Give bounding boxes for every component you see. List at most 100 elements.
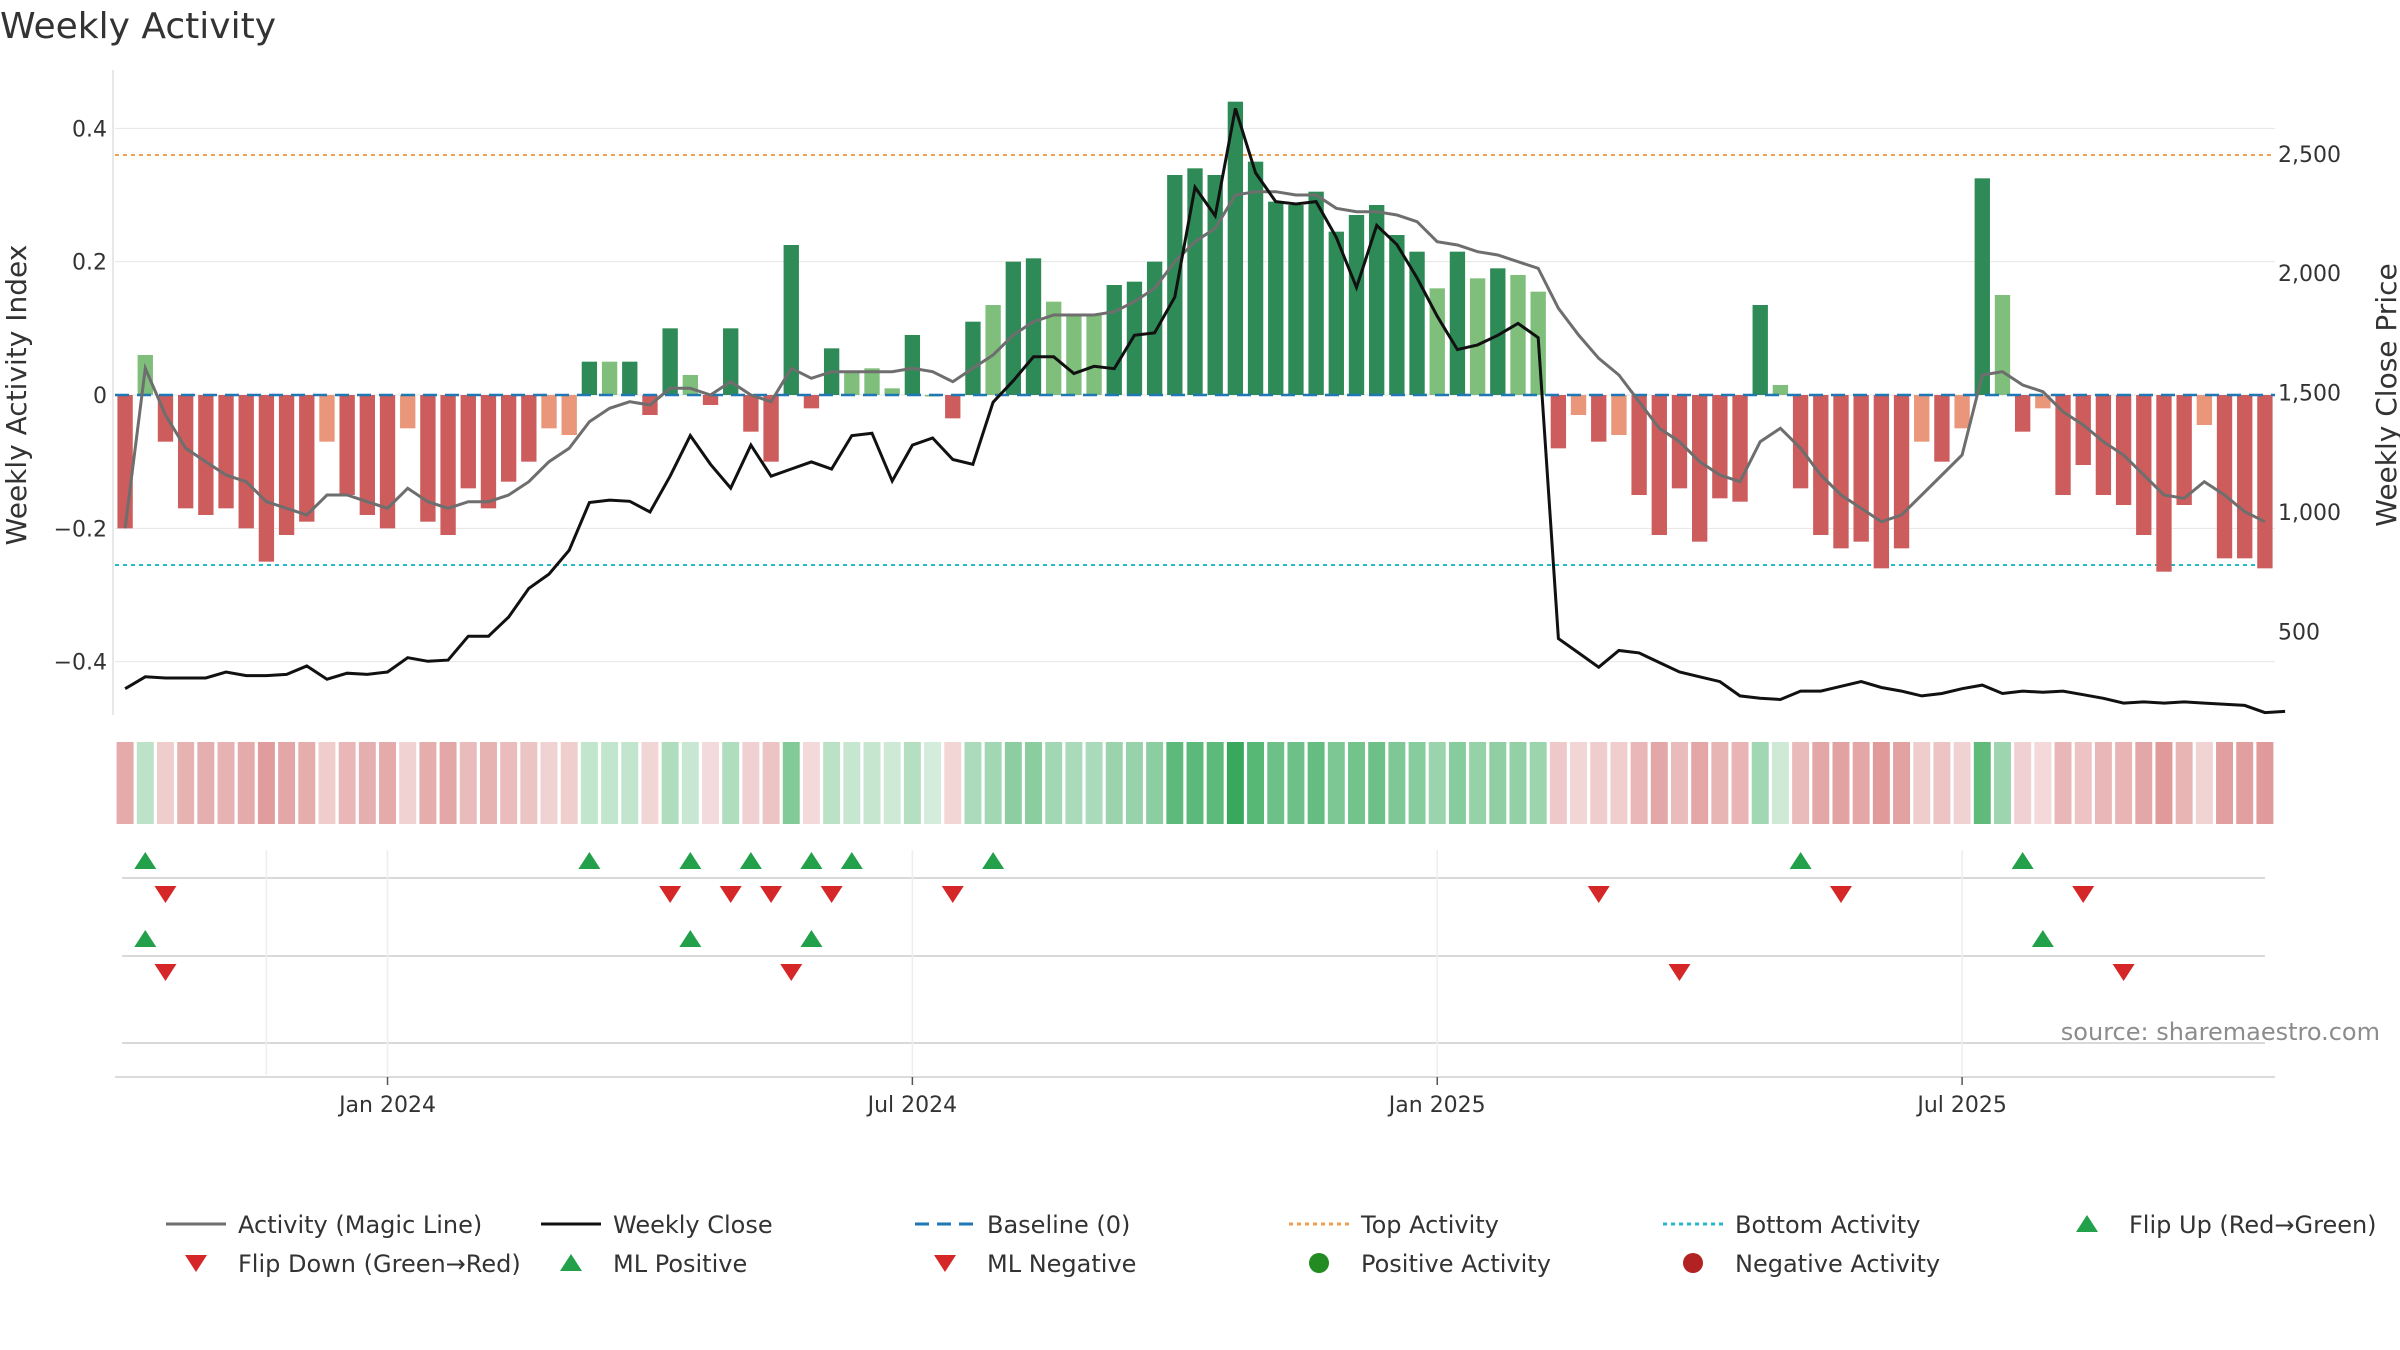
legend-label: Negative Activity — [1735, 1250, 1940, 1278]
activity-bar — [460, 395, 476, 489]
heat-cell — [2175, 742, 2193, 824]
flip-up-marker — [1789, 852, 1812, 869]
activity-bar — [1490, 268, 1506, 395]
activity-bar — [702, 395, 719, 405]
heat-cell — [419, 742, 437, 824]
heat-cell — [762, 742, 780, 824]
activity-bar — [521, 395, 537, 462]
heat-cell — [2195, 742, 2213, 824]
activity-bar — [2156, 395, 2172, 572]
flip-up-marker — [679, 852, 702, 869]
heat-cell — [1287, 742, 1305, 824]
x-tick-label: Jul 2025 — [1915, 1093, 2007, 1118]
activity-bar — [682, 375, 698, 395]
heat-cell — [1570, 742, 1588, 824]
heat-cell — [1711, 742, 1729, 824]
heat-cell — [399, 742, 417, 824]
ml-negative-marker — [2112, 964, 2135, 981]
activity-bar — [1449, 251, 1466, 395]
activity-bar — [743, 395, 759, 432]
activity-bar — [2237, 395, 2253, 559]
heat-cell — [1307, 742, 1325, 824]
activity-bar — [2055, 395, 2071, 495]
flip-down-marker — [1829, 886, 1852, 903]
activity-bar — [1268, 201, 1284, 395]
activity-bar — [1106, 285, 1122, 395]
activity-bar — [1005, 261, 1021, 395]
x-tick-label: Jul 2024 — [866, 1093, 958, 1118]
legend-label: Baseline (0) — [987, 1211, 1130, 1239]
legend-item: Activity (Magic Line) — [166, 1211, 482, 1239]
activity-bar — [359, 395, 376, 515]
activity-bar — [1550, 395, 1567, 449]
activity-bar — [1631, 395, 1647, 495]
activity-bar — [339, 395, 355, 495]
activity-bar — [1510, 275, 1526, 395]
chart-title: Weekly Activity — [0, 6, 276, 47]
activity-bar — [1853, 395, 1869, 542]
heat-cell — [1953, 742, 1971, 824]
flip-up-marker — [578, 852, 601, 869]
legend-label: ML Negative — [987, 1250, 1136, 1278]
flip-down-marker — [154, 886, 177, 903]
heat-cell — [702, 742, 719, 824]
heat-cell — [1731, 742, 1749, 824]
flip-up-marker — [982, 852, 1005, 869]
activity-bar — [1187, 168, 1203, 395]
activity-bar — [1227, 101, 1244, 396]
activity-bar — [965, 321, 981, 395]
heat-cell — [1327, 742, 1345, 824]
heat-cell — [1549, 742, 1567, 824]
heat-cell — [1993, 742, 2011, 824]
heat-cell — [1206, 742, 1224, 824]
heat-cell — [1408, 742, 1426, 824]
flip-down-marker — [1587, 886, 1610, 903]
flip-down-marker — [941, 886, 964, 903]
heat-cell — [257, 742, 275, 824]
heat-cell — [459, 742, 477, 824]
activity-bar — [1692, 395, 1708, 542]
activity-bar — [440, 395, 456, 535]
x-tick-label: Jan 2025 — [1387, 1093, 1486, 1118]
activity-bar — [541, 395, 557, 429]
heat-cell — [1872, 742, 1890, 824]
flip-up-marker — [840, 852, 863, 869]
heat-cell — [1448, 742, 1466, 824]
heat-cell — [2014, 742, 2032, 824]
heat-cell — [863, 742, 881, 824]
legend-dot-swatch — [1683, 1253, 1703, 1273]
activity-bar — [601, 361, 618, 395]
activity-bar — [1429, 288, 1445, 395]
legend-label: Flip Up (Red→Green) — [2129, 1211, 2377, 1239]
ml-negative-marker — [780, 964, 803, 981]
heat-cell — [1267, 742, 1285, 824]
heat-cell — [2155, 742, 2173, 824]
activity-bar — [117, 395, 133, 529]
y2-tick-label: 500 — [2278, 620, 2320, 645]
heat-cell — [823, 742, 841, 824]
ml-positive-marker — [679, 930, 702, 947]
y-tick-label: 0 — [93, 384, 107, 409]
heat-cell — [621, 742, 639, 824]
activity-bar — [1167, 175, 1183, 395]
legend-item: Baseline (0) — [915, 1211, 1130, 1239]
heat-cell — [903, 742, 921, 824]
activity-bar — [1994, 295, 2011, 395]
activity-bar — [1712, 395, 1728, 499]
heat-cell — [116, 742, 134, 824]
heat-cell — [358, 742, 376, 824]
activity-bar — [1954, 395, 1970, 429]
activity-bar — [1086, 315, 1102, 395]
flip-down-marker — [719, 886, 742, 903]
y2-axis-label: Weekly Close Price — [2370, 263, 2400, 526]
heat-cell — [1751, 742, 1769, 824]
heat-cell — [540, 742, 558, 824]
heat-cell — [1368, 742, 1386, 824]
heat-cell — [2236, 742, 2254, 824]
heat-cell — [1509, 742, 1527, 824]
heat-cell — [1226, 742, 1244, 824]
y2-tick-label: 1,500 — [2278, 382, 2341, 407]
heat-cell — [924, 742, 942, 824]
activity-bar — [2035, 395, 2051, 409]
heat-cell — [1247, 742, 1265, 824]
